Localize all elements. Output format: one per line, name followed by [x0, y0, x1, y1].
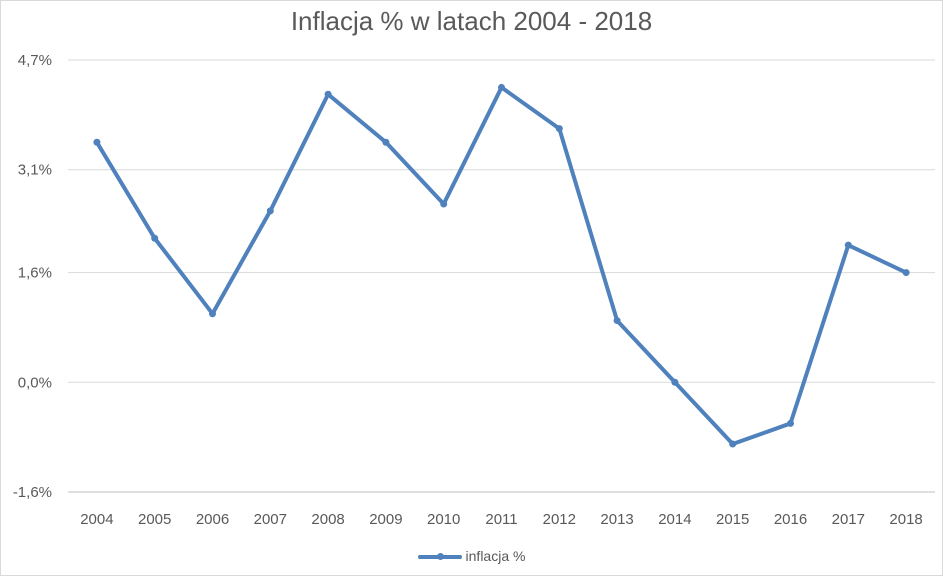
x-tick-label: 2013	[600, 511, 633, 528]
data-point	[498, 83, 505, 91]
data-point	[440, 200, 448, 208]
x-tick-label: 2014	[658, 511, 691, 528]
legend: inflacja %	[0, 548, 943, 565]
x-tick-label: 2011	[485, 511, 517, 528]
legend-item: inflacja %	[417, 548, 526, 564]
y-tick-label: 4,7%	[18, 52, 52, 69]
y-tick-label: 1,6%	[18, 265, 52, 282]
x-tick-label: 2005	[138, 511, 171, 528]
y-tick-label: 0,0%	[18, 374, 52, 391]
x-tick-label: 2017	[832, 511, 865, 528]
data-point	[93, 138, 101, 146]
x-axis-tick-labels: 2004 2005 2006 2007 2008 2009 2010 2011 2012 2013…	[80, 511, 923, 528]
x-tick-label: 2007	[254, 511, 287, 528]
data-point	[266, 207, 274, 215]
series-line	[94, 85, 909, 446]
data-point	[844, 241, 852, 249]
data-point	[671, 378, 679, 386]
x-tick-label: 2015	[716, 511, 749, 528]
x-tick-label: 2009	[369, 511, 402, 528]
data-point	[902, 269, 910, 277]
x-tick-label: 2016	[774, 511, 807, 528]
data-point	[209, 310, 216, 318]
y-tick-label: -1,6%	[13, 484, 52, 501]
chart-title: Inflacja % w latach 2004 - 2018	[290, 6, 653, 36]
series-inflacja	[93, 83, 910, 448]
legend-label: inflacja %	[465, 548, 526, 564]
x-tick-label: 2004	[80, 511, 113, 528]
y-tick-label: 3,1%	[18, 162, 52, 179]
data-point	[729, 440, 737, 448]
data-point	[787, 419, 794, 427]
data-point	[324, 90, 332, 98]
x-tick-label: 2012	[543, 511, 576, 528]
x-tick-label: 2018	[889, 511, 922, 528]
gridlines	[68, 59, 935, 493]
legend-line-marker-icon	[417, 550, 462, 562]
x-tick-label: 2010	[427, 511, 460, 528]
x-tick-label: 2008	[311, 511, 344, 528]
y-axis-tick-labels: -1,6% 0,0% 1,6% 3,1% 4,7%	[13, 52, 52, 501]
data-point	[555, 125, 563, 133]
data-point	[613, 317, 621, 325]
data-point	[382, 138, 390, 146]
data-point	[151, 234, 159, 242]
x-tick-label: 2006	[196, 511, 229, 528]
